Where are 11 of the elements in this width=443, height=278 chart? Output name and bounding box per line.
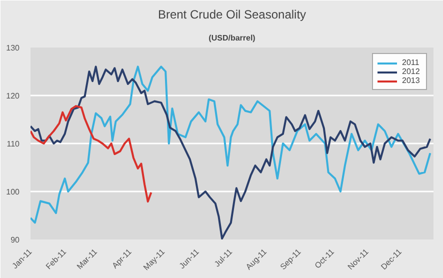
legend-label: 2011: [402, 58, 420, 67]
y-tick-label: 130: [6, 44, 20, 52]
y-tick-label: 90: [10, 236, 20, 244]
y-tick-label: 110: [6, 140, 20, 148]
y-tick-label: 100: [6, 188, 20, 196]
legend-label: 2013: [402, 76, 421, 85]
chart-subtitle: (USD/barrel): [208, 34, 256, 42]
legend-label: 2012: [402, 67, 421, 76]
chart-title: Brent Crude Oil Seasonality: [158, 8, 306, 22]
line-series: [30, 105, 152, 203]
y-tick-label: 120: [6, 92, 20, 100]
